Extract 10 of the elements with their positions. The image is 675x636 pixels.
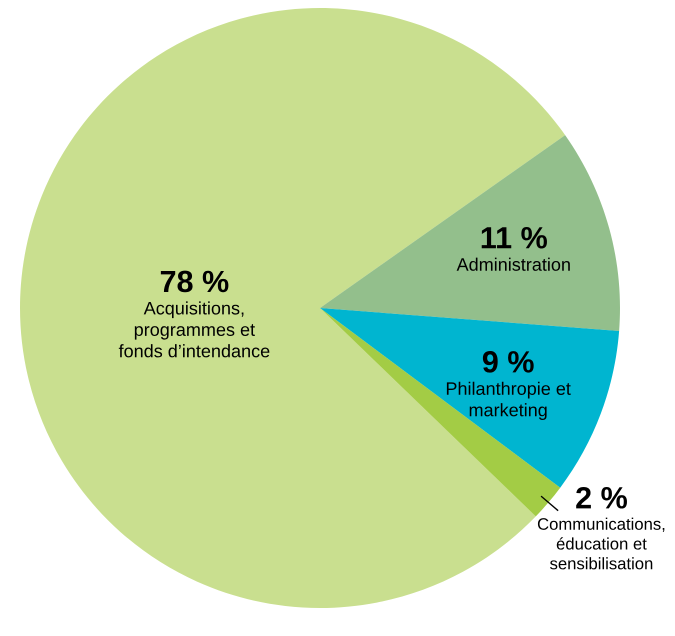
slice-label: Administration xyxy=(456,258,570,271)
data-label: 78 % xyxy=(160,270,228,292)
slice-label: Acquisitions, programmes et fonds d’intendance xyxy=(118,301,270,358)
pie-slice xyxy=(320,308,620,488)
data-label: 11 % xyxy=(482,227,547,249)
data-label: 2 % xyxy=(576,486,627,509)
slice-label: Communications, éducation et sensibilisation xyxy=(538,518,664,570)
pie-slice xyxy=(320,135,620,332)
data-label: 9 % xyxy=(482,351,534,373)
slice-label: Philanthropie et marketing xyxy=(446,382,571,420)
